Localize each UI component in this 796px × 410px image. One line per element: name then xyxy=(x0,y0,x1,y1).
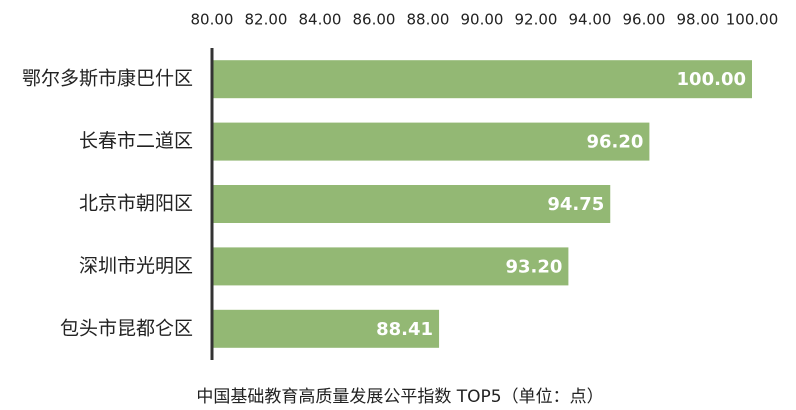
bar xyxy=(212,309,440,348)
bar xyxy=(212,185,611,223)
y-tick-label: 长春市二道区 xyxy=(79,130,193,152)
x-tick-label: 84.00 xyxy=(299,11,342,29)
x-tick-label: 92.00 xyxy=(515,11,558,29)
x-tick-label: 94.00 xyxy=(569,11,612,29)
x-tick-label: 96.00 xyxy=(623,11,666,29)
value-label: 96.20 xyxy=(586,132,643,153)
x-tick-label: 82.00 xyxy=(245,11,288,29)
chart-title: 中国基础教育高质量发展公平指数 TOP5（单位：点） xyxy=(196,387,603,407)
x-tick-label: 80.00 xyxy=(191,11,234,29)
y-tick-label: 包头市昆都仑区 xyxy=(60,317,193,339)
y-tick-label: 鄂尔多斯市康巴什区 xyxy=(22,68,193,90)
bar xyxy=(212,60,752,99)
value-label: 94.75 xyxy=(547,194,604,215)
x-tick-label: 88.00 xyxy=(407,11,450,29)
x-tick-label: 98.00 xyxy=(677,11,720,29)
bar xyxy=(212,122,650,161)
x-tick-label: 86.00 xyxy=(353,11,396,29)
x-tick-label: 100.00 xyxy=(726,11,779,29)
value-label: 88.41 xyxy=(376,319,433,340)
value-label: 93.20 xyxy=(505,256,562,277)
bar xyxy=(212,247,569,286)
y-tick-label: 北京市朝阳区 xyxy=(79,193,193,215)
y-tick-label: 深圳市光明区 xyxy=(79,255,193,277)
value-label: 100.00 xyxy=(677,69,746,90)
x-tick-label: 90.00 xyxy=(461,11,504,29)
